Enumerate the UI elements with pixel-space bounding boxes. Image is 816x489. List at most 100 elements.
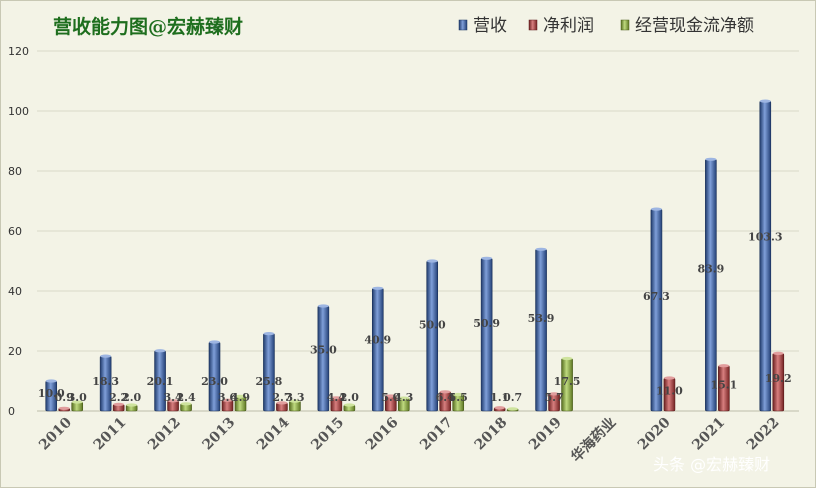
bar-cap	[507, 407, 519, 411]
x-tick-label: 2016	[363, 415, 402, 454]
bar-cap	[330, 396, 342, 400]
bar-cap	[71, 400, 83, 404]
data-label: 2.7	[272, 391, 291, 404]
data-label: 25.8	[256, 375, 283, 388]
data-label: 4.3	[394, 391, 413, 404]
bar-cap	[439, 390, 451, 394]
y-tick-label: 0	[8, 405, 15, 418]
data-label: 11.0	[656, 385, 683, 398]
data-label: 50.9	[473, 317, 500, 330]
x-tick-label: 2017	[417, 415, 456, 454]
bar-cap	[276, 401, 288, 405]
data-label: 17.5	[554, 375, 581, 388]
bar	[759, 100, 772, 412]
chart-title: 营收能力图@宏赫臻财	[53, 15, 243, 38]
legend-label: 经营现金流净额	[635, 16, 754, 36]
y-tick-label: 80	[8, 165, 22, 178]
bar	[535, 249, 547, 412]
grid-lines	[37, 50, 799, 412]
legend-label: 营收	[473, 16, 507, 36]
data-label: 1.1	[490, 391, 509, 404]
data-label: 3.0	[68, 391, 87, 404]
bar-cap	[705, 157, 717, 161]
data-label: 4.9	[231, 391, 250, 404]
bar-cap	[759, 99, 771, 103]
data-label: 0.9	[55, 391, 74, 404]
x-tick-label: 2022	[744, 415, 783, 454]
legend-label: 净利润	[543, 16, 594, 36]
data-label: 35.0	[310, 343, 337, 356]
bar	[650, 208, 663, 412]
bar-cap	[289, 399, 301, 403]
data-label: 2.0	[122, 391, 141, 404]
bar-cap	[58, 406, 70, 410]
data-label: 3.3	[285, 391, 304, 404]
bar-cap	[398, 396, 410, 400]
data-label: 19.2	[765, 372, 792, 385]
x-tick-label: 2011	[91, 415, 130, 454]
x-tick-label: 2019	[526, 415, 565, 454]
data-label: 3.6	[218, 391, 237, 404]
data-label: 53.9	[528, 312, 555, 325]
bar-cap	[372, 286, 384, 290]
x-tick-label: 2015	[308, 415, 347, 454]
bar-cap	[385, 394, 397, 398]
bar-cap	[494, 406, 506, 410]
bar-cap	[154, 349, 166, 353]
data-label: 83.9	[697, 263, 724, 276]
data-label: 20.1	[147, 375, 174, 388]
data-label: 5.5	[449, 391, 468, 404]
chart-legend: 营收 净利润 经营现金流净额	[458, 16, 754, 36]
bar	[480, 257, 493, 412]
bar	[705, 159, 717, 412]
y-tick-label: 100	[8, 105, 29, 118]
bar-cap	[317, 304, 329, 308]
bar-cap	[343, 403, 355, 407]
data-label: 5.0	[381, 391, 400, 404]
data-label: 67.3	[643, 290, 670, 303]
watermark-text: 头条 @宏赫臻财	[653, 455, 770, 474]
data-label: 6.4	[436, 391, 455, 404]
x-tick-label: 2010	[36, 414, 75, 453]
bar-cap	[209, 340, 220, 344]
data-label: 40.9	[364, 334, 391, 347]
x-tick-label: 2012	[145, 415, 184, 454]
x-tick-label: 2018	[472, 415, 511, 454]
bar-cap	[167, 399, 179, 403]
bar-cap	[100, 354, 112, 358]
bar-cap	[426, 259, 438, 263]
bar-cap	[45, 379, 57, 383]
bar	[426, 260, 439, 412]
data-label: 10.0	[38, 387, 65, 400]
data-label: 5.7	[545, 391, 564, 404]
bar-cap	[718, 364, 730, 368]
legend-swatch	[620, 19, 630, 31]
bar-cap	[263, 332, 275, 336]
bar-cap	[481, 256, 493, 260]
bar-cap	[452, 392, 464, 397]
x-tick-label: 2020	[635, 414, 674, 453]
bar-cap	[235, 394, 246, 398]
data-label: 0.7	[503, 391, 522, 404]
data-label: 50.0	[419, 319, 446, 332]
legend-swatch	[528, 19, 538, 31]
data-label: 23.0	[201, 375, 228, 388]
y-tick-label: 60	[8, 225, 22, 238]
bar-cap	[126, 403, 138, 407]
bar-cap	[222, 398, 233, 402]
data-label: 2.2	[109, 391, 128, 404]
bar-cap	[772, 351, 784, 355]
watermark: 头条 @宏赫臻财	[653, 455, 770, 474]
data-label: 18.3	[92, 375, 119, 388]
data-label: 15.1	[710, 378, 737, 391]
x-tick-label: 2013	[199, 415, 238, 454]
data-label: 2.4	[177, 391, 196, 404]
y-axis: 0 20 40 60 80 100 120	[8, 45, 29, 418]
data-label: 103.3	[748, 231, 782, 244]
legend-swatch	[458, 19, 468, 31]
x-tick-label: 2014	[254, 414, 293, 453]
bar-group	[45, 99, 785, 412]
data-labels: 10.00.93.018.32.22.020.13.42.423.03.64.9…	[38, 231, 792, 404]
